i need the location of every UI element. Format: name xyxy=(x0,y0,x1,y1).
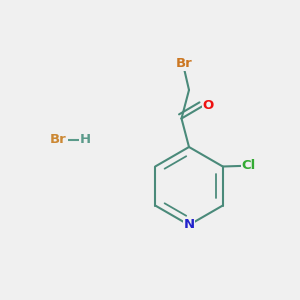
Text: N: N xyxy=(183,218,195,232)
Text: H: H xyxy=(80,133,91,146)
Text: Cl: Cl xyxy=(242,159,256,172)
Text: Br: Br xyxy=(50,133,67,146)
Text: O: O xyxy=(202,99,214,112)
Text: Br: Br xyxy=(176,57,193,70)
